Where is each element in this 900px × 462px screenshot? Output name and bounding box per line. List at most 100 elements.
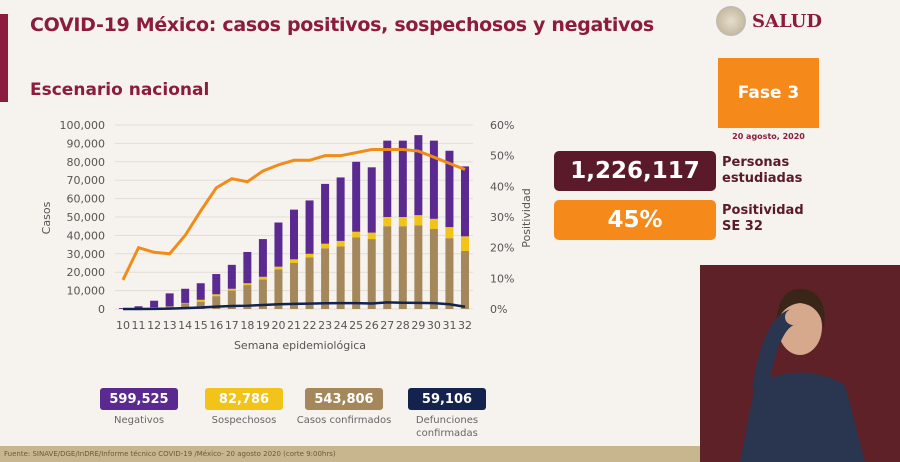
x-tick-label: 20 bbox=[271, 319, 285, 332]
phase-badge: Fase 3 bbox=[718, 58, 819, 128]
kpi-personas-value: 1,226,117 bbox=[554, 151, 716, 191]
bar-sospechosos bbox=[429, 218, 438, 229]
bar-casos-confirmados bbox=[383, 226, 392, 309]
bar-casos-confirmados bbox=[258, 279, 267, 309]
y-tick-label: 50,000 bbox=[67, 211, 106, 224]
bar-casos-confirmados bbox=[429, 228, 438, 309]
y-tick-label: 60,000 bbox=[67, 193, 106, 206]
interpreter-figure bbox=[740, 288, 865, 462]
bar-negativos bbox=[181, 288, 190, 303]
kpi-positividad-value: 45% bbox=[554, 200, 716, 240]
bar-sospechosos bbox=[181, 302, 190, 304]
bar-casos-confirmados bbox=[352, 237, 361, 309]
bar-sospechosos bbox=[227, 288, 236, 291]
bar-sospechosos bbox=[398, 217, 407, 227]
x-tick-label: 13 bbox=[163, 319, 177, 332]
bar-sospechosos bbox=[445, 227, 454, 239]
legend-value: 543,806 bbox=[305, 388, 383, 410]
x-tick-label: 22 bbox=[303, 319, 317, 332]
x-tick-label: 19 bbox=[256, 319, 270, 332]
x-tick-label: 17 bbox=[225, 319, 239, 332]
x-tick-label: 23 bbox=[318, 319, 332, 332]
legend-label: Negativos bbox=[113, 415, 165, 426]
seal-icon bbox=[716, 6, 746, 36]
x-tick-label: 11 bbox=[132, 319, 146, 332]
salud-logo: SALUD bbox=[716, 6, 822, 36]
source-footer: Fuente: SINAVE/DGE/InDRE/Informe técnico… bbox=[0, 446, 900, 462]
bar-sospechosos bbox=[336, 240, 345, 247]
bar-casos-confirmados bbox=[243, 285, 252, 309]
x-tick-label: 28 bbox=[396, 319, 410, 332]
x-axis-label: Semana epidemiológica bbox=[234, 339, 366, 352]
bar-casos-confirmados bbox=[212, 296, 221, 309]
page-subtitle: Escenario nacional bbox=[30, 80, 210, 100]
logo-text: SALUD bbox=[752, 10, 822, 32]
y-tick-label: 20,000 bbox=[67, 266, 106, 279]
bar-casos-confirmados bbox=[305, 257, 314, 309]
bar-negativos bbox=[336, 177, 345, 241]
bar-sospechosos bbox=[367, 232, 376, 240]
y2-tick-label: 40% bbox=[490, 180, 514, 193]
bar-negativos bbox=[429, 140, 438, 219]
phase-date: 20 agosto, 2020 bbox=[732, 132, 805, 141]
bar-casos-confirmados bbox=[181, 303, 190, 309]
bar-negativos bbox=[321, 183, 330, 244]
y-tick-label: 90,000 bbox=[67, 137, 106, 150]
y-tick-label: 30,000 bbox=[67, 248, 106, 261]
kpi-positividad-label: Positividad SE 32 bbox=[722, 203, 804, 235]
bar-casos-confirmados bbox=[461, 251, 469, 309]
bar-sospechosos bbox=[305, 253, 314, 258]
x-tick-label: 27 bbox=[380, 319, 394, 332]
legend-value: 599,525 bbox=[100, 388, 178, 410]
bar-casos-confirmados bbox=[274, 269, 283, 309]
bar-sospechosos bbox=[258, 276, 267, 280]
y-tick-label: 10,000 bbox=[67, 285, 106, 298]
bar-sospechosos bbox=[290, 259, 298, 263]
x-tick-label: 24 bbox=[334, 319, 348, 332]
bar-sospechosos bbox=[414, 215, 423, 226]
bar-negativos bbox=[134, 306, 143, 309]
y2-tick-label: 10% bbox=[490, 272, 514, 285]
bar-casos-confirmados bbox=[398, 226, 407, 309]
y2-tick-label: 0% bbox=[490, 303, 507, 316]
bar-casos-confirmados bbox=[290, 263, 298, 309]
x-tick-label: 10 bbox=[116, 319, 130, 332]
bar-casos-confirmados bbox=[321, 248, 330, 309]
y-tick-label: 100,000 bbox=[60, 119, 106, 132]
y2-tick-label: 20% bbox=[490, 242, 514, 255]
x-tick-label: 12 bbox=[147, 319, 161, 332]
x-tick-label: 32 bbox=[458, 319, 472, 332]
kpi-label-line: SE 32 bbox=[722, 219, 763, 234]
legend-value: 59,106 bbox=[408, 388, 486, 410]
x-tick-label: 15 bbox=[194, 319, 208, 332]
sign-language-interpreter-video bbox=[700, 265, 900, 462]
y2-tick-label: 30% bbox=[490, 211, 514, 224]
bar-casos-confirmados bbox=[367, 239, 376, 309]
bar-sospechosos bbox=[383, 217, 392, 227]
x-tick-label: 26 bbox=[365, 319, 379, 332]
y-tick-label: 70,000 bbox=[67, 174, 106, 187]
x-tick-label: 30 bbox=[427, 319, 441, 332]
kpi-label-line: Positividad bbox=[722, 203, 804, 218]
legend-label: Defunciones confirmadas bbox=[415, 415, 479, 439]
line-defunciones-confirmadas bbox=[123, 301, 466, 311]
bar-casos-confirmados bbox=[196, 301, 205, 309]
y-tick-label: 40,000 bbox=[67, 229, 106, 242]
x-tick-label: 21 bbox=[287, 319, 301, 332]
bar-negativos bbox=[243, 251, 252, 284]
bar-casos-confirmados bbox=[336, 246, 345, 309]
bar-negativos bbox=[305, 200, 314, 254]
bar-negativos bbox=[196, 283, 205, 300]
legend-label: Sospechosos bbox=[211, 415, 277, 426]
y-tick-label: 80,000 bbox=[67, 156, 106, 169]
x-tick-label: 25 bbox=[349, 319, 363, 332]
bar-negativos bbox=[165, 293, 174, 307]
legend-value: 82,786 bbox=[205, 388, 283, 410]
x-tick-label: 14 bbox=[178, 319, 192, 332]
bar-sospechosos bbox=[321, 243, 330, 249]
x-tick-label: 18 bbox=[240, 319, 254, 332]
bar-casos-confirmados bbox=[445, 238, 454, 309]
bar-sospechosos bbox=[212, 294, 221, 297]
kpi-personas-label: Personas estudiadas bbox=[722, 155, 802, 187]
bar-negativos bbox=[258, 239, 267, 277]
